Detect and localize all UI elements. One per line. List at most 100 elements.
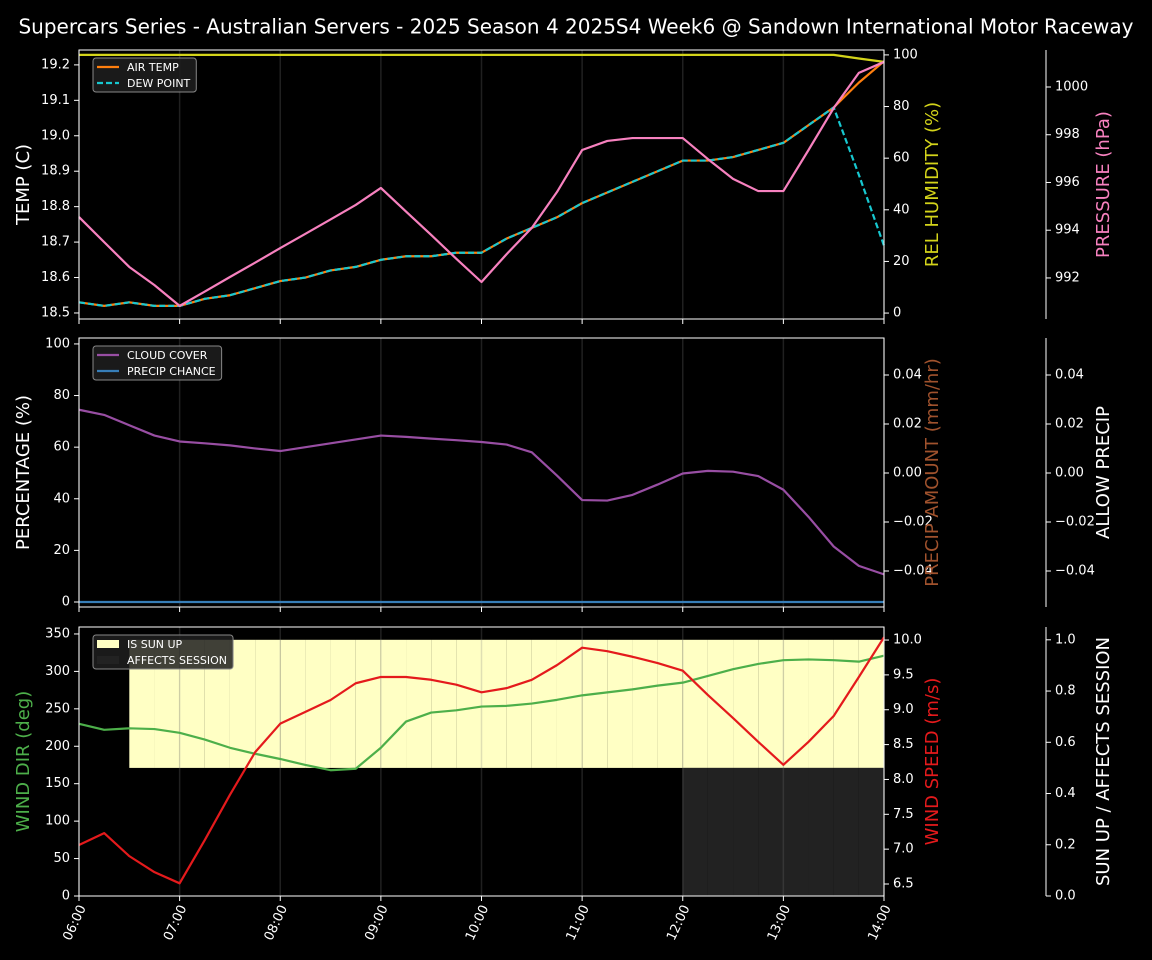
plot-frame: [78, 49, 885, 320]
legend-label: PRECIP CHANCE: [127, 365, 216, 378]
band: [380, 639, 407, 768]
band: [783, 767, 809, 896]
y-tick-label: 0: [62, 594, 70, 609]
y-tick-label: 60: [53, 440, 70, 455]
y-axis-label: PERCENTAGE (%): [13, 395, 34, 550]
legend-swatch: [97, 656, 119, 664]
y3-tick-label: 0.0: [1055, 889, 1076, 904]
y-tick-label: 300: [45, 664, 70, 679]
y2-tick-label: 0.04: [893, 367, 922, 382]
band: [858, 767, 884, 896]
y2-axis-label: WIND SPEED (m/s): [922, 678, 943, 846]
series-line: [78, 106, 886, 307]
y-tick-label: 100: [45, 814, 70, 829]
y2-tick-label: 8.5: [893, 737, 914, 752]
band: [355, 639, 381, 768]
legend-label: CLOUD COVER: [127, 349, 208, 362]
y3-tick-label: 0.8: [1055, 684, 1076, 699]
y-tick-label: 80: [53, 388, 70, 403]
y2-tick-label: 0.00: [893, 465, 922, 480]
y-axis-label: WIND DIR (deg): [13, 691, 34, 833]
y3-tick-label: 0.04: [1055, 367, 1084, 382]
band: [431, 639, 457, 768]
band: [682, 767, 708, 896]
y-tick-label: 19.1: [41, 93, 70, 108]
y3-tick-label: 998: [1055, 127, 1080, 142]
band: [456, 639, 482, 768]
y-tick-label: 50: [53, 851, 70, 866]
band: [758, 639, 784, 768]
y2-tick-label: 60: [893, 151, 910, 166]
y2-tick-label: 6.5: [893, 877, 914, 892]
series-line: [78, 636, 885, 885]
y2-tick-label: 9.0: [893, 702, 914, 717]
y2-tick-label: 0: [893, 306, 901, 321]
legend-box: [92, 634, 234, 670]
plot-frame: [78, 626, 885, 897]
y3-tick-label: −0.02: [1055, 514, 1095, 529]
legend-box: [92, 345, 223, 381]
y3-tick-label: 996: [1055, 175, 1080, 190]
band: [707, 767, 734, 896]
y3-tick-label: 994: [1055, 223, 1080, 238]
band: [229, 639, 256, 768]
y3-tick-label: −0.04: [1055, 563, 1095, 578]
band: [556, 639, 583, 768]
band: [406, 639, 432, 768]
y2-tick-label: 9.5: [893, 667, 914, 682]
legend-swatch: [97, 640, 119, 648]
series-line: [79, 53, 885, 63]
y-tick-label: 18.8: [41, 199, 70, 214]
y-tick-label: 350: [45, 626, 70, 641]
band: [833, 767, 859, 896]
y-tick-label: 40: [53, 491, 70, 506]
legend: AIR TEMP DEW POINT: [92, 57, 197, 93]
y3-axis-label: PRESSURE (hPa): [1093, 111, 1114, 258]
band: [682, 639, 708, 768]
legend-label: AIR TEMP: [127, 61, 179, 74]
band: [657, 639, 683, 768]
band: [481, 639, 507, 768]
y3-tick-label: 0.02: [1055, 416, 1084, 431]
legend: CLOUD COVER PRECIP CHANCE: [92, 345, 223, 381]
band: [607, 639, 633, 768]
y3-axis-label: SUN UP / AFFECTS SESSION: [1093, 637, 1114, 886]
band: [280, 639, 306, 768]
legend-label: AFFECTS SESSION: [127, 654, 227, 667]
y2-tick-label: 20: [893, 254, 910, 269]
y-tick-label: 18.7: [41, 235, 70, 250]
y2-tick-label: 7.5: [893, 807, 914, 822]
y-tick-label: 19.2: [41, 57, 70, 72]
y-tick-label: 18.6: [41, 270, 70, 285]
y2-tick-label: 7.0: [893, 842, 914, 857]
band: [833, 639, 859, 768]
series-line: [78, 654, 885, 772]
y-tick-label: 18.5: [41, 305, 70, 320]
legend-label: DEW POINT: [127, 77, 191, 90]
y3-axis-label: ALLOW PRECIP: [1093, 406, 1114, 539]
series-line: [78, 408, 885, 576]
y2-tick-label: 100: [893, 47, 918, 62]
y3-tick-label: 0.4: [1055, 786, 1076, 801]
y3-tick-label: 992: [1055, 270, 1080, 285]
y-tick-label: 0: [62, 889, 70, 904]
y2-tick-label: 80: [893, 99, 910, 114]
y3-tick-label: 0.00: [1055, 465, 1084, 480]
y3-tick-label: 0.6: [1055, 735, 1076, 750]
y3-tick-label: 1.0: [1055, 632, 1076, 647]
y2-tick-label: 40: [893, 202, 910, 217]
band: [733, 767, 759, 896]
y-tick-label: 19.0: [41, 128, 70, 143]
band: [808, 639, 834, 768]
band: [758, 767, 784, 896]
y-tick-label: 250: [45, 701, 70, 716]
y-tick-label: 200: [45, 739, 70, 754]
chart-title: Supercars Series - Australian Servers - …: [18, 15, 1133, 39]
y2-tick-label: 0.02: [893, 416, 922, 431]
y2-tick-label: −0.02: [893, 514, 933, 529]
band: [808, 767, 834, 896]
legend-label: IS SUN UP: [127, 638, 183, 651]
y3-tick-label: 1000: [1055, 79, 1088, 94]
